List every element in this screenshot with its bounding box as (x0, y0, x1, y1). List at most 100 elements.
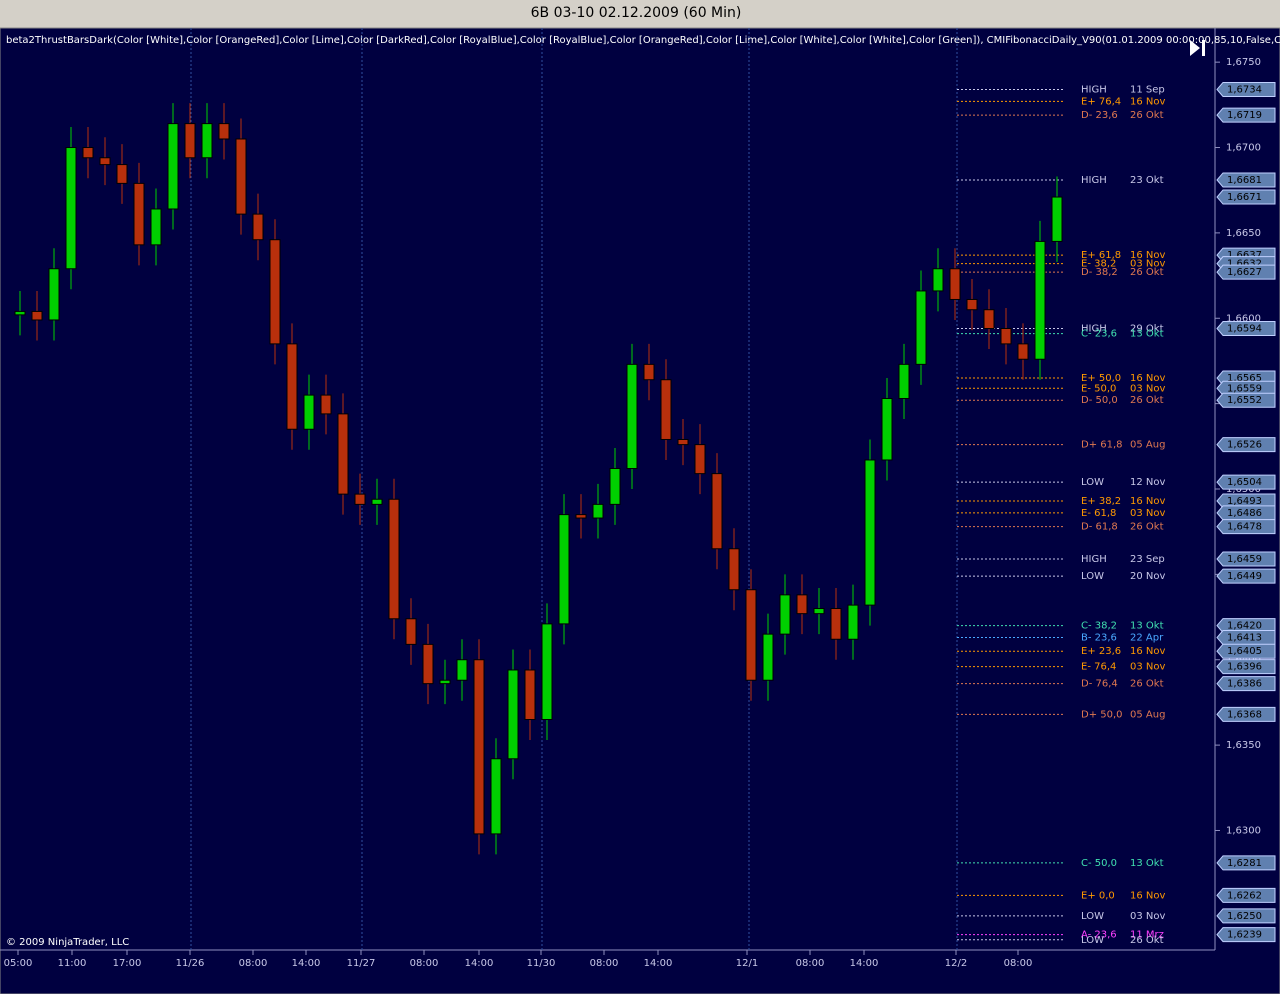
candle-body (898, 363, 910, 400)
price-tag-label: 1,6493 (1227, 496, 1262, 507)
price-tag (1216, 519, 1276, 535)
price-tag-label: 1,6459 (1227, 554, 1262, 565)
price-tag (1216, 927, 1276, 943)
y-tick-label: 1,6300 (1226, 825, 1261, 836)
level-date: 16 Nov (1130, 373, 1166, 384)
candle-body (813, 608, 825, 615)
price-tag (1216, 643, 1276, 659)
level-date: 26 Okt (1130, 395, 1164, 406)
candle-body (218, 123, 230, 140)
candle-body (507, 669, 519, 760)
candle-body (184, 123, 196, 159)
price-tag-label: 1,6594 (1227, 324, 1262, 335)
level-date: 26 Okt (1130, 679, 1164, 690)
candle-body (915, 290, 927, 365)
candle-body (303, 394, 315, 430)
candle-body (711, 473, 723, 550)
level-date: 23 Sep (1130, 554, 1165, 565)
price-tag-label: 1,6386 (1227, 679, 1262, 690)
level-label: LOW (1081, 571, 1104, 582)
level-date: 13 Okt (1130, 858, 1164, 869)
price-tag-label: 1,6486 (1227, 508, 1262, 519)
level-date: 22 Apr (1130, 633, 1164, 644)
x-tick-label: 08:00 (410, 958, 439, 969)
candle-body (371, 498, 383, 505)
play-icon[interactable] (1190, 40, 1200, 56)
level-date: 11 Sep (1130, 84, 1165, 95)
level-date: 26 Okt (1130, 935, 1164, 946)
price-tag (1216, 264, 1276, 280)
price-tag (1216, 568, 1276, 584)
x-tick-label: 08:00 (1004, 958, 1033, 969)
level-label: C- 50,0 (1081, 858, 1117, 869)
candle-body (422, 643, 434, 685)
x-tick-label: 14:00 (850, 958, 879, 969)
price-tag-label: 1,6559 (1227, 383, 1262, 394)
level-date: 13 Okt (1130, 329, 1164, 340)
candle-body (609, 468, 621, 505)
price-tag-label: 1,6504 (1227, 477, 1262, 488)
candle-body (949, 268, 961, 300)
candle-body (524, 669, 536, 720)
candle-body (660, 379, 672, 440)
candle-body (388, 498, 400, 620)
level-label: D- 23,6 (1081, 110, 1118, 121)
x-tick-label: 08:00 (590, 958, 619, 969)
x-tick-label: 14:00 (644, 958, 673, 969)
price-tag (1216, 630, 1276, 646)
candle-body (167, 123, 179, 210)
x-tick-label: 05:00 (4, 958, 33, 969)
level-date: 03 Nov (1130, 508, 1166, 519)
price-tag-label: 1,6734 (1227, 84, 1262, 95)
level-date: 16 Nov (1130, 890, 1166, 901)
level-label: LOW (1081, 477, 1104, 488)
price-tag (1216, 706, 1276, 722)
price-tag-label: 1,6413 (1227, 633, 1262, 644)
candle-body (235, 138, 247, 215)
x-tick-label: 08:00 (239, 958, 268, 969)
candle-body (677, 438, 689, 446)
price-tag-label: 1,6405 (1227, 646, 1262, 657)
price-tag (1216, 505, 1276, 521)
level-date: 12 Nov (1130, 477, 1166, 488)
x-tick-label: 14:00 (465, 958, 494, 969)
level-date: 11 Mrz (1130, 930, 1164, 941)
x-tick-label: 11/27 (347, 958, 376, 969)
candle-body (116, 164, 128, 184)
candle-body (881, 398, 893, 461)
x-tick-label: 12/1 (736, 958, 758, 969)
level-date: 26 Okt (1130, 522, 1164, 533)
level-date: 16 Nov (1130, 496, 1166, 507)
price-tag-label: 1,6552 (1227, 395, 1262, 406)
candle-body (626, 363, 638, 470)
level-label: D+ 61,8 (1081, 440, 1123, 451)
price-tag (1216, 392, 1276, 408)
candle-body (286, 343, 298, 430)
x-tick-label: 11/30 (527, 958, 556, 969)
level-date: 16 Nov (1130, 96, 1166, 107)
price-tag-label: 1,6526 (1227, 440, 1262, 451)
current-price-label: 1,6671 (1227, 192, 1262, 203)
x-tick-label: 11/26 (176, 958, 205, 969)
level-label: B- 23,6 (1081, 633, 1117, 644)
level-label: A- 23,6 (1081, 930, 1117, 941)
level-label: LOW (1081, 911, 1104, 922)
level-date: 13 Okt (1130, 621, 1164, 632)
candle-body (1034, 240, 1046, 360)
price-tag-label: 1,6627 (1227, 267, 1262, 278)
y-tick-label: 1,6700 (1226, 143, 1261, 154)
play-icon-bar[interactable] (1202, 40, 1205, 56)
level-label: LOW (1081, 935, 1104, 946)
price-tag (1216, 81, 1276, 97)
price-tag (1216, 107, 1276, 123)
level-label: E+ 50,0 (1081, 373, 1121, 384)
candle-body (983, 309, 995, 330)
candle-body (694, 444, 706, 475)
candle-body (269, 239, 281, 345)
y-tick-label: 1,6650 (1226, 228, 1261, 239)
level-label: D- 76,4 (1081, 679, 1118, 690)
candle-body (201, 123, 213, 159)
current-price-tag (1216, 189, 1276, 205)
price-tag (1216, 659, 1276, 675)
candle-body (932, 268, 944, 292)
